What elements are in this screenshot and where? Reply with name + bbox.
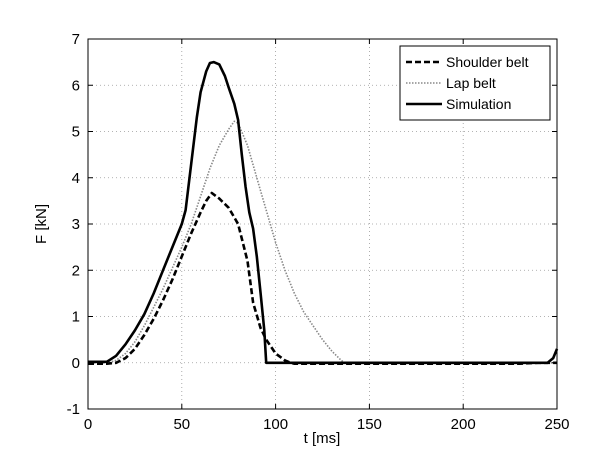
legend: Shoulder belt Lap belt Simulation — [399, 45, 551, 121]
y-tick-label: -1 — [67, 401, 80, 418]
series-line-shoulder-belt — [88, 191, 557, 365]
y-tick-label: 6 — [72, 77, 80, 94]
legend-label-lap-belt: Lap belt — [446, 75, 496, 91]
y-tick-label: 4 — [72, 170, 80, 187]
legend-label-simulation: Simulation — [446, 96, 511, 112]
y-tick-label: 3 — [72, 216, 80, 233]
x-tick-label: 100 — [263, 416, 288, 433]
y-tick-label: 0 — [72, 355, 80, 372]
x-tick-label: 200 — [451, 416, 476, 433]
y-tick-label: 7 — [72, 31, 80, 48]
y-axis-label: F [kN] — [33, 204, 50, 244]
plot-series — [88, 60, 559, 365]
y-tick-label: 1 — [72, 309, 80, 326]
y-tick-label: 5 — [72, 124, 80, 141]
legend-label-shoulder-belt: Shoulder belt — [446, 54, 529, 70]
y-tick-label: 2 — [72, 262, 80, 279]
series-line-lap-belt — [88, 120, 557, 364]
x-tick-label: 50 — [173, 416, 190, 433]
x-tick-label: 0 — [84, 416, 92, 433]
series-line-simulation — [88, 60, 559, 365]
x-axis-label: t [ms] — [304, 430, 341, 447]
x-tick-label: 150 — [357, 416, 382, 433]
x-tick-label: 250 — [544, 416, 569, 433]
